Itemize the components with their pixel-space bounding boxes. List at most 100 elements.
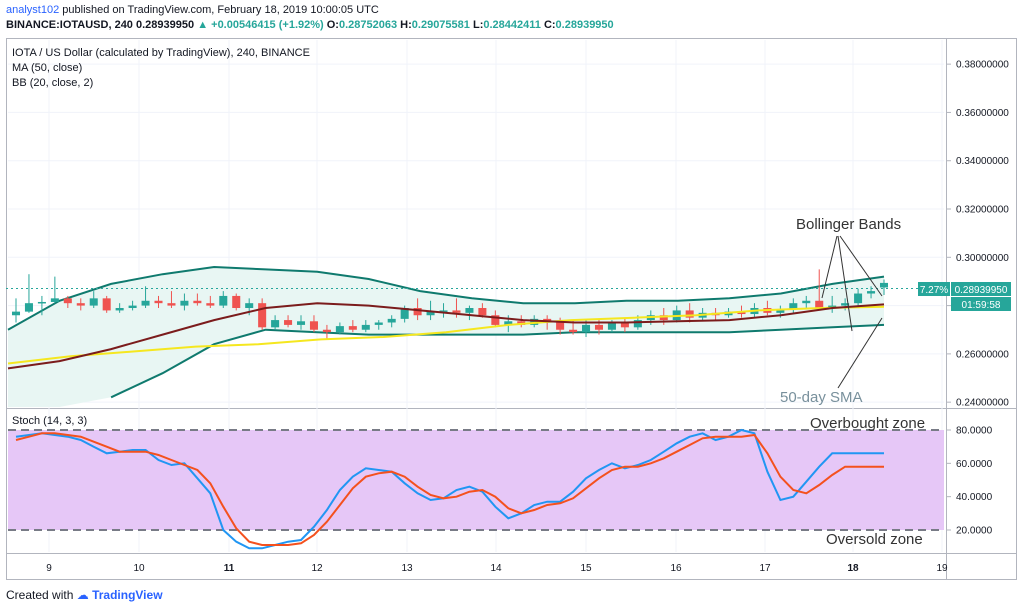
candle-body — [582, 324, 591, 333]
last-price-label: 0.28939950 — [955, 285, 1008, 296]
candle-body — [76, 303, 85, 306]
time-tick-label: 15 — [580, 563, 592, 574]
change-value: +0.00546415 (+1.92%) — [211, 19, 324, 31]
candle-body — [271, 320, 280, 328]
time-tick-label: 19 — [936, 563, 948, 574]
candle-body — [802, 300, 811, 304]
time-tick-label: 13 — [401, 563, 413, 574]
time-tick-label: 18 — [847, 563, 859, 574]
triangle-up-icon: ▲ — [197, 19, 209, 31]
stoch-k-line — [15, 428, 884, 550]
candle-body — [879, 282, 889, 288]
bollinger-annotation: Bollinger Bands — [796, 216, 901, 233]
candle-body — [167, 303, 176, 306]
candle-body — [206, 303, 215, 306]
candle-body — [387, 318, 396, 323]
candle-body — [11, 311, 21, 316]
percent-label: 7.27% — [920, 285, 948, 296]
overbought-annotation: Overbought zone — [810, 415, 925, 432]
candle-body — [232, 295, 241, 309]
tradingview-brand[interactable]: TradingView — [92, 588, 163, 602]
stoch-zone — [8, 429, 944, 531]
candle-body — [413, 308, 422, 316]
candle-body — [789, 303, 798, 310]
candle-body — [361, 324, 370, 330]
candle-body — [309, 321, 318, 330]
candle-body — [569, 329, 578, 333]
candle-body — [284, 320, 293, 325]
price-tick-label: 0.24000000 — [956, 398, 1009, 409]
close-label: C: — [543, 19, 556, 31]
candle-body — [180, 300, 189, 306]
stoch-tick-label: 80.0000 — [956, 426, 993, 437]
time-tick-label: 9 — [46, 563, 52, 574]
ma-legend: MA (50, close) — [12, 62, 82, 74]
low-value: 0.28442411 — [483, 19, 541, 31]
sma-annotation: 50-day SMA — [780, 389, 863, 406]
price-tick-label: 0.26000000 — [956, 349, 1009, 360]
sma-arrow — [837, 317, 883, 389]
candle-body — [50, 298, 59, 302]
stoch-d-line — [15, 432, 884, 546]
candle-body — [63, 298, 72, 304]
candle-body — [141, 300, 150, 306]
ma50-line — [7, 302, 885, 370]
bollinger-arrow-3 — [839, 235, 883, 297]
high-value: 0.29075581 — [411, 19, 470, 31]
price-axis: 0.38000000 0.36000000 0.34000000 0.32000000… — [946, 60, 1009, 409]
created-with-label: Created with — [6, 588, 74, 602]
candle-body — [854, 293, 863, 304]
candle-body — [504, 321, 513, 325]
footer: Created with ☁ TradingView — [6, 588, 163, 602]
price-tick-label: 0.32000000 — [956, 205, 1009, 216]
candle-body — [815, 300, 824, 309]
stoch-legend: Stoch (14, 3, 3) — [12, 415, 87, 427]
candle-body — [556, 322, 565, 330]
candle-body — [193, 300, 202, 304]
candle-body — [530, 318, 539, 325]
candle-body — [633, 320, 642, 328]
stoch-lines — [15, 428, 884, 550]
candle-body — [776, 309, 785, 313]
candle-body — [607, 322, 616, 330]
candle-body — [685, 310, 694, 318]
candle-body — [620, 322, 629, 328]
candle-body — [478, 308, 487, 316]
low-label: L: — [472, 19, 484, 31]
candle-body — [128, 305, 137, 309]
sma-yellow-line — [7, 305, 885, 365]
candle-body — [841, 303, 850, 306]
candle-body — [245, 303, 254, 309]
time-tick-label: 11 — [224, 563, 235, 574]
candle-body — [348, 326, 357, 330]
candle-body — [737, 311, 746, 315]
price-tick-label: 0.30000000 — [956, 253, 1009, 264]
price-tick-label: 0.38000000 — [956, 60, 1009, 71]
candle-body — [219, 295, 228, 306]
high-label: H: — [400, 19, 412, 31]
publish-text: published on TradingView.com, February 1… — [62, 4, 379, 16]
bollinger-arrow-2 — [837, 235, 853, 332]
symbol-label: BINANCE:IOTAUSD, 240 — [6, 19, 133, 31]
candle-body — [296, 321, 306, 325]
stoch-tick-label: 40.0000 — [956, 492, 993, 503]
open-value: 0.28752063 — [338, 19, 398, 31]
candle-body — [322, 329, 331, 333]
candle-body — [867, 291, 876, 294]
moving-averages — [7, 302, 885, 370]
last-price-badge — [951, 282, 1011, 296]
candle-body — [37, 301, 46, 304]
last-value: 0.28939950 — [136, 19, 195, 31]
publish-info: analyst102 published on TradingView.com,… — [6, 4, 379, 16]
bollinger-arrow-1 — [821, 235, 838, 299]
candle-body — [258, 303, 267, 328]
candle-body — [594, 324, 604, 330]
author-link[interactable]: analyst102 — [6, 4, 60, 16]
price-tick-label: 0.36000000 — [956, 108, 1009, 119]
percent-badge — [918, 282, 950, 296]
stoch-tick-label: 20.0000 — [956, 526, 993, 537]
time-axis: 9 10 11 12 13 14 15 16 17 18 19 — [46, 563, 948, 574]
bb-upper-line — [7, 265, 885, 331]
